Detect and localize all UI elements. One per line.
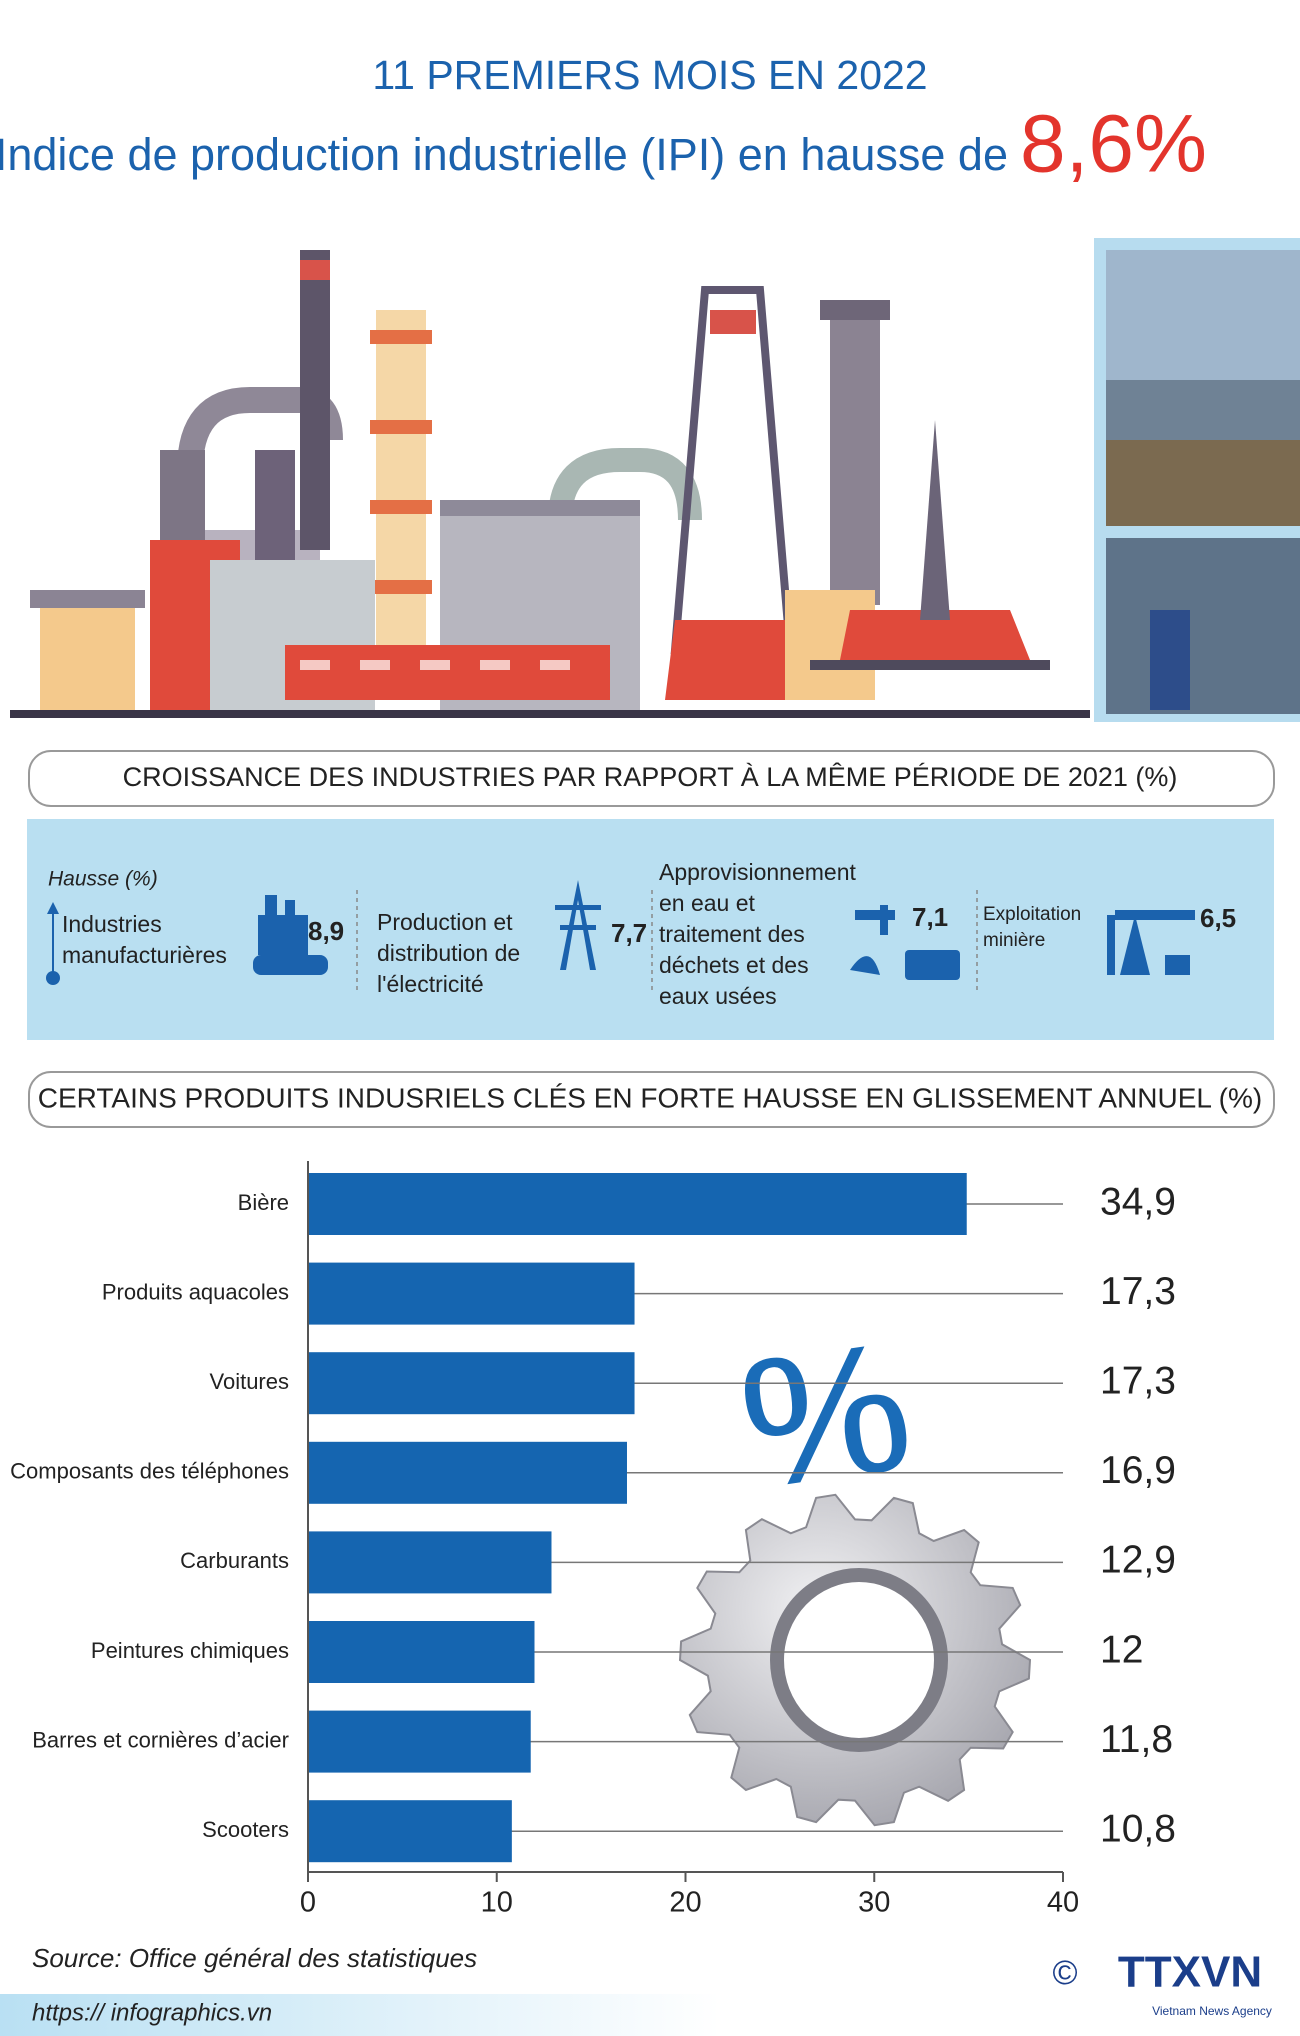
value-label: 11,8: [1100, 1718, 1173, 1761]
chart-title: CERTAINS PRODUITS INDUSRIELS CLÉS EN FOR…: [38, 1082, 1262, 1113]
logo: TTXVN: [1118, 1948, 1262, 1997]
bar: [308, 1352, 635, 1415]
item-value: 8,9: [308, 916, 344, 946]
item-value: 7,1: [912, 902, 948, 932]
header-line1: 11 PREMIERS MOIS EN 2022: [372, 52, 927, 98]
item-label: Production et: [377, 909, 513, 935]
bar: [308, 1621, 535, 1683]
category-label: Scooters: [202, 1817, 289, 1842]
category-label: Bière: [238, 1190, 289, 1215]
item-label: traitement des: [659, 921, 805, 947]
item-label: Industries: [62, 911, 162, 937]
item-label: distribution de: [377, 940, 520, 966]
bar: [308, 1173, 967, 1235]
item-value: 6,5: [1200, 903, 1236, 933]
photo-frame: [1094, 238, 1300, 722]
section1-title: CROISSANCE DES INDUSTRIES PAR RAPPORT À …: [123, 761, 1178, 792]
bar: [308, 1800, 512, 1863]
item-label: minière: [983, 930, 1045, 951]
section1-title-box: [28, 750, 1275, 807]
factory-illustration: [10, 250, 1090, 718]
item-label: manufacturières: [62, 942, 227, 968]
photo-factory: [1106, 538, 1300, 714]
value-label: 10,8: [1100, 1807, 1176, 1850]
url-bar: [0, 1994, 720, 2036]
category-label: Composants des téléphones: [10, 1459, 289, 1484]
value-label: 12,9: [1100, 1539, 1176, 1582]
x-tick-label: 40: [1047, 1887, 1079, 1919]
category-label: Voitures: [210, 1369, 290, 1394]
item-label: Exploitation: [983, 904, 1081, 925]
bar-chart: Bière 34,9 Produits aquacoles 17,3 Voitures 1…: [10, 1161, 1176, 1919]
bar: [308, 1441, 627, 1504]
percent-symbol: %: [728, 1299, 925, 1532]
bar: [308, 1531, 552, 1594]
value-label: 12: [1100, 1628, 1143, 1671]
header-highlight: 8,6%: [1020, 99, 1207, 190]
value-label: 17,3: [1100, 1359, 1176, 1402]
value-label: 17,3: [1100, 1270, 1176, 1313]
item-label: l'électricité: [377, 971, 484, 997]
gear-hole: [770, 1568, 948, 1752]
copyright: ©: [1052, 1954, 1077, 1992]
chart-title-box: [28, 1071, 1275, 1128]
value-label: 34,9: [1100, 1180, 1176, 1223]
source: Source: Office général des statistiques: [32, 1943, 477, 1973]
x-tick-label: 0: [300, 1887, 316, 1919]
item-value: 7,7: [611, 918, 647, 948]
category-label: Produits aquacoles: [102, 1279, 289, 1304]
x-tick-label: 30: [858, 1887, 890, 1919]
section1-panel: [27, 819, 1274, 1040]
item-label: en eau et: [659, 890, 756, 916]
item-label: eaux usées: [659, 983, 777, 1009]
gear-illustration: [678, 1493, 1032, 1827]
icons: [253, 880, 1195, 980]
value-label: 16,9: [1100, 1449, 1176, 1492]
category-label: Peintures chimiques: [91, 1638, 289, 1663]
bar: [308, 1710, 531, 1773]
category-label: Barres et cornières d’acier: [32, 1727, 289, 1752]
category-label: Carburants: [180, 1548, 289, 1573]
x-tick-label: 10: [481, 1887, 513, 1919]
bar: [308, 1262, 635, 1325]
agency: Vietnam News Agency: [1152, 2004, 1272, 2018]
legend-label: Hausse (%): [48, 868, 158, 891]
x-tick-label: 20: [669, 1887, 701, 1919]
url: https:// infographics.vn: [32, 1999, 272, 2026]
header-line2: Indice de production industrielle (IPI) …: [0, 129, 1008, 180]
item-label: Approvisionnement: [659, 859, 857, 885]
item-label: déchets et des: [659, 952, 809, 978]
